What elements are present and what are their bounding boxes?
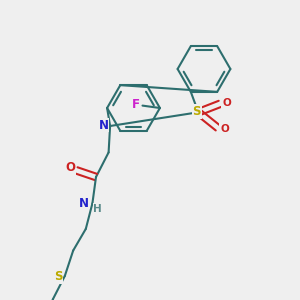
Text: O: O <box>222 98 231 108</box>
Text: O: O <box>220 124 229 134</box>
Text: S: S <box>193 105 201 118</box>
Text: F: F <box>132 98 140 111</box>
Text: N: N <box>78 197 88 210</box>
Text: S: S <box>54 270 62 284</box>
Text: O: O <box>65 161 75 175</box>
Text: H: H <box>93 204 102 214</box>
Text: N: N <box>98 118 109 132</box>
